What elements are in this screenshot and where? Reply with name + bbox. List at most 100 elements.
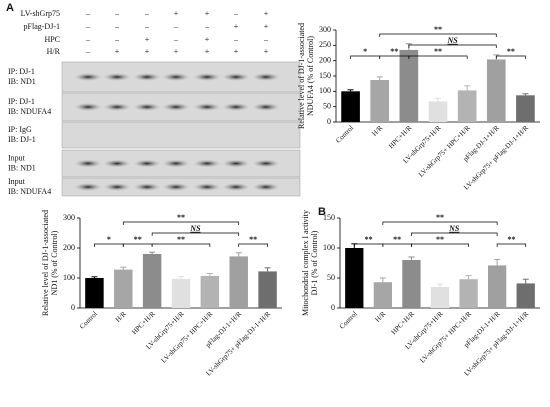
blot-band	[193, 183, 221, 191]
bar	[486, 59, 506, 122]
x-tick-label: Control	[334, 124, 355, 145]
blot-row	[61, 121, 301, 149]
condition-sign: –	[85, 22, 91, 31]
x-tick-label: LV-shGrp75+ HPC+H/R	[160, 310, 215, 365]
y-tick-label: 150	[323, 213, 335, 222]
significance-bracket	[353, 243, 384, 247]
condition-sign: +	[234, 22, 239, 31]
condition-sign: –	[144, 9, 150, 18]
blot-band	[74, 183, 102, 191]
y-axis-label: ND1 (% of Control)	[50, 230, 59, 295]
condition-sign: –	[204, 22, 210, 31]
x-tick-label: H/R	[373, 310, 387, 324]
y-tick-label: 250	[319, 40, 331, 49]
condition-label: H/R	[47, 47, 61, 56]
x-tick-label: H/R	[114, 310, 128, 324]
y-tick-label: 0	[327, 117, 331, 126]
y-tick-label: 150	[319, 71, 331, 80]
blot-band	[193, 159, 221, 168]
bar	[428, 101, 448, 122]
significance-bracket	[411, 243, 469, 247]
bar	[399, 49, 419, 122]
blot-label: IP: DJ-1	[8, 97, 35, 106]
condition-sign: –	[114, 22, 120, 31]
bar	[402, 260, 421, 308]
condition-sign: –	[114, 9, 120, 18]
x-tick-label: H/R	[370, 124, 384, 138]
bar	[373, 282, 392, 308]
significance-label: **	[436, 213, 444, 222]
y-axis-label: Relative level of DJ-1-associated	[41, 210, 50, 316]
blot-band	[162, 103, 190, 111]
bar	[457, 90, 477, 122]
significance-label: **	[434, 47, 442, 56]
blot-band	[252, 159, 280, 168]
condition-sign: +	[145, 47, 150, 56]
bar	[85, 278, 104, 308]
condition-sign: +	[264, 22, 269, 31]
y-tick-label: 300	[63, 213, 75, 222]
condition-sign: +	[264, 47, 269, 56]
y-tick-label: 50	[327, 273, 335, 282]
blot-band	[103, 159, 131, 168]
blot-band	[133, 183, 161, 191]
blot-label: IB: NDUFA4	[8, 107, 51, 116]
condition-label: LV-shGrp75	[21, 9, 60, 18]
bar	[516, 95, 535, 122]
blot-label: IB: DJ-1	[8, 135, 36, 144]
bar	[488, 265, 507, 308]
condition-label: pFlag-DJ-1	[24, 22, 60, 31]
significance-label: **	[507, 47, 515, 56]
condition-sign: –	[85, 9, 91, 18]
significance-bracket	[408, 44, 497, 48]
condition-label: HPC	[44, 35, 60, 44]
blot-label: IP: IgG	[8, 125, 32, 134]
condition-sign: +	[205, 47, 210, 56]
y-tick-label: 100	[63, 273, 75, 282]
panel-label: B	[318, 206, 326, 218]
blot-band	[103, 183, 131, 191]
bar	[516, 283, 535, 308]
significance-label: NS	[446, 36, 458, 45]
y-tick-label: 50	[323, 101, 331, 110]
bar	[341, 91, 360, 122]
significance-label: **	[177, 213, 185, 222]
x-tick-label: LV-shGrp75+ HPC+H/R	[417, 124, 472, 179]
blot-band	[103, 103, 131, 111]
x-tick-label: Control	[78, 310, 99, 331]
blot-band	[162, 73, 190, 81]
significance-bracket	[411, 232, 498, 236]
x-tick-label: HPC+H/R	[390, 310, 417, 337]
condition-sign: +	[174, 9, 179, 18]
condition-sign: –	[114, 35, 120, 44]
significance-label: **	[507, 235, 515, 244]
blot-band	[103, 73, 131, 81]
significance-bracket	[379, 33, 497, 37]
bar	[370, 79, 390, 122]
blot-band	[74, 73, 102, 81]
significance-label: **	[365, 235, 373, 244]
significance-label: **	[134, 235, 142, 244]
condition-sign: –	[85, 35, 91, 44]
blot-band	[222, 159, 250, 168]
x-tick-label: Control	[338, 310, 359, 331]
condition-sign: +	[145, 35, 150, 44]
significance-bracket	[122, 243, 153, 247]
blot-label: IP: DJ-1	[8, 67, 35, 76]
condition-sign: –	[233, 9, 239, 18]
panel-label: A	[6, 2, 14, 14]
y-tick-label: 100	[319, 86, 331, 95]
significance-label: *	[107, 235, 111, 244]
condition-sign: –	[263, 35, 269, 44]
condition-sign: +	[205, 9, 210, 18]
significance-label: *	[363, 47, 367, 56]
bar	[171, 278, 191, 308]
significance-label: **	[249, 235, 257, 244]
blot-band	[162, 183, 190, 191]
blot-band	[252, 73, 280, 81]
y-tick-label: 0	[71, 303, 75, 312]
blot-band	[193, 73, 221, 81]
x-tick-label: LV-shGrp75+ HPC+H/R	[418, 310, 473, 365]
bar	[345, 248, 364, 308]
